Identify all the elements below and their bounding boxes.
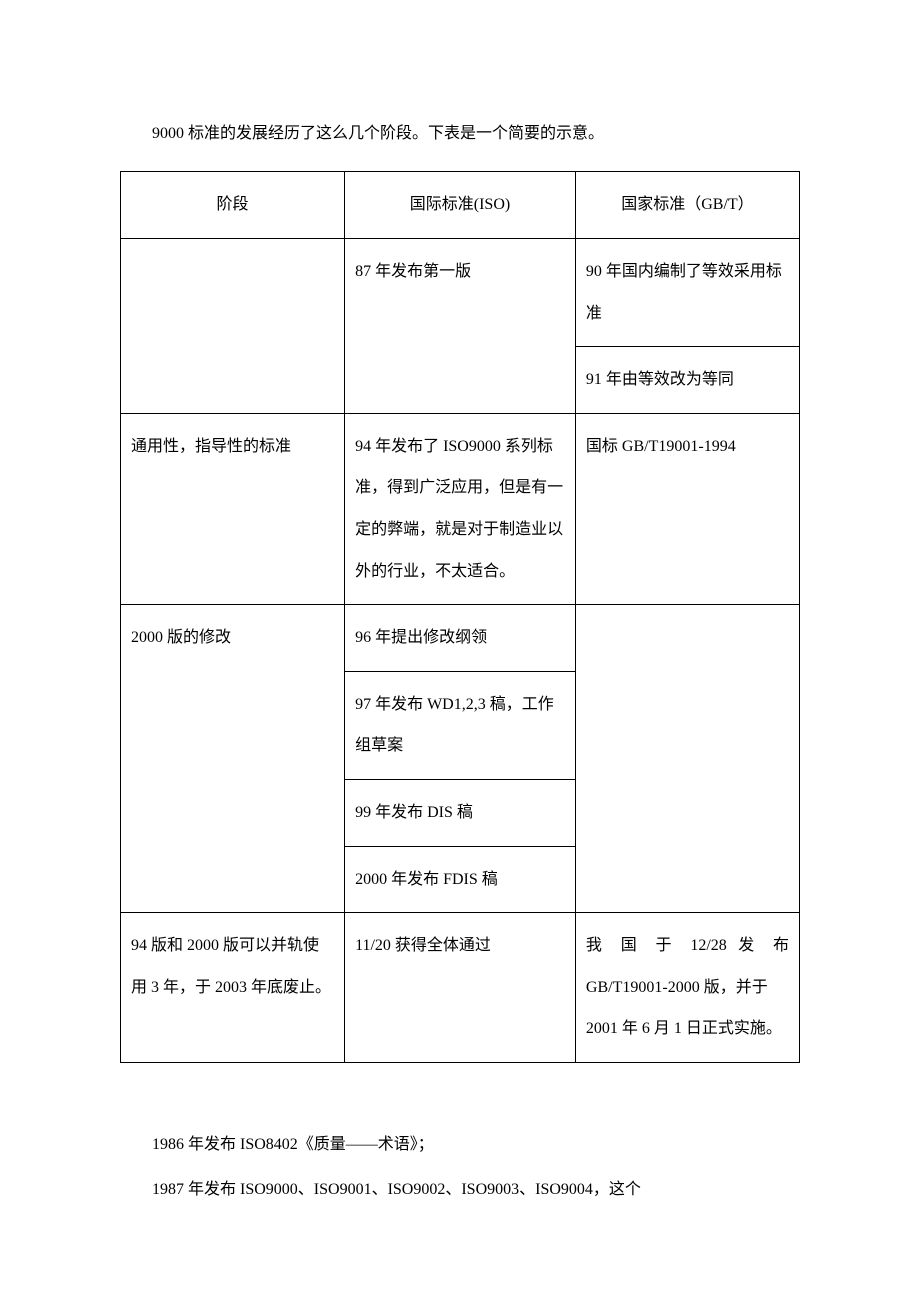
cell-iso-4: 11/20 获得全体通过 — [345, 913, 576, 1063]
cell-iso-1: 87 年发布第一版 — [345, 238, 576, 413]
intro-paragraph: 9000 标准的发展经历了这么几个阶段。下表是一个简要的示意。 — [120, 115, 800, 153]
body-paragraph-2: 1987 年发布 ISO9000、ISO9001、ISO9002、ISO9003… — [120, 1168, 800, 1213]
cell-iso-3a: 96 年提出修改纲领 — [345, 605, 576, 672]
header-gbt: 国家标准（GB/T） — [575, 172, 799, 239]
table-header-row: 阶段 国际标准(ISO) 国家标准（GB/T） — [121, 172, 800, 239]
table-row: 87 年发布第一版 90 年国内编制了等效采用标准 — [121, 238, 800, 346]
table-row: 2000 版的修改 96 年提出修改纲领 — [121, 605, 800, 672]
cell-iso-2: 94 年发布了 ISO9000 系列标准，得到广泛应用，但是有一定的弊端，就是对… — [345, 413, 576, 604]
cell-stage-3: 2000 版的修改 — [121, 605, 345, 913]
cell-stage-4: 94 版和 2000 版可以并轨使用 3 年，于 2003 年底废止。 — [121, 913, 345, 1063]
cell-iso-3b: 97 年发布 WD1,2,3 稿，工作组草案 — [345, 671, 576, 779]
body-paragraph-1: 1986 年发布 ISO8402《质量——术语》； — [120, 1123, 800, 1168]
cell-gbt-1a: 90 年国内编制了等效采用标准 — [575, 238, 799, 346]
table-row: 94 版和 2000 版可以并轨使用 3 年，于 2003 年底废止。 11/2… — [121, 913, 800, 1063]
cell-iso-3c: 99 年发布 DIS 稿 — [345, 779, 576, 846]
table-row: 通用性，指导性的标准 94 年发布了 ISO9000 系列标准，得到广泛应用，但… — [121, 413, 800, 604]
header-iso: 国际标准(ISO) — [345, 172, 576, 239]
standards-table: 阶段 国际标准(ISO) 国家标准（GB/T） 87 年发布第一版 90 年国内… — [120, 171, 800, 1063]
cell-gbt-4-rest: GB/T19001-2000 版，并于 2001 年 6 月 1 日正式实施。 — [586, 979, 782, 1038]
header-stage: 阶段 — [121, 172, 345, 239]
cell-gbt-3 — [575, 605, 799, 913]
cell-stage-2: 通用性，指导性的标准 — [121, 413, 345, 604]
cell-gbt-4: 我 国 于 12/28 发 布 GB/T19001-2000 版，并于 2001… — [575, 913, 799, 1063]
cell-stage-1 — [121, 238, 345, 413]
cell-gbt-4-line1: 我 国 于 12/28 发 布 — [586, 925, 789, 967]
cell-gbt-1b: 91 年由等效改为等同 — [575, 347, 799, 414]
cell-iso-3d: 2000 年发布 FDIS 稿 — [345, 846, 576, 913]
cell-gbt-2: 国标 GB/T19001-1994 — [575, 413, 799, 604]
